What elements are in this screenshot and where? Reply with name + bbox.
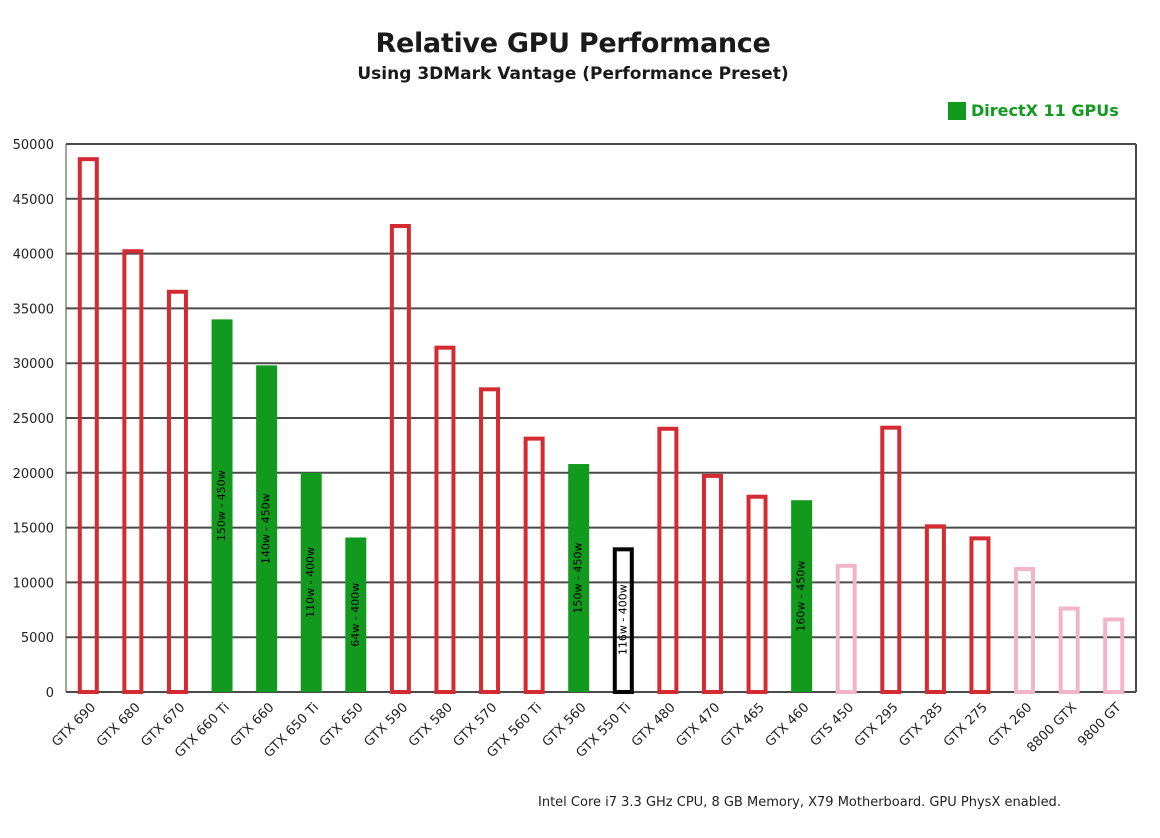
legend: DirectX 11 GPUs — [948, 101, 1119, 120]
bar — [746, 494, 768, 694]
x-tick-label: GTX 480 — [629, 700, 679, 750]
y-tick-label: 50000 — [13, 138, 54, 153]
bar-data-label: 160w - 450w — [795, 561, 808, 632]
x-tick-label: GTX 460 — [763, 700, 813, 750]
legend-swatch — [948, 101, 966, 120]
bar — [969, 536, 991, 694]
x-tick-label: GTX 470 — [674, 700, 724, 750]
y-tick-label: 0 — [46, 686, 54, 701]
x-tick-label: GTX 580 — [406, 700, 456, 750]
bar-data-label: 110w - 400w — [304, 547, 317, 618]
y-tick-label: 35000 — [13, 302, 54, 317]
x-tick-label: GTS 450 — [808, 700, 857, 749]
y-tick-label: 25000 — [13, 412, 54, 427]
footnote: Intel Core i7 3.3 GHz CPU, 8 GB Memory, … — [538, 795, 1061, 810]
bar — [211, 319, 233, 692]
bar — [1103, 617, 1125, 694]
x-tick-label: GTX 285 — [896, 700, 946, 750]
bar-data-label: 116w - 400w — [616, 584, 629, 655]
bar — [77, 157, 99, 695]
bar-data-label: 150w - 450w — [215, 470, 228, 541]
bar — [1014, 567, 1036, 695]
bar — [345, 537, 367, 692]
y-tick-label: 15000 — [13, 522, 54, 537]
x-tick-label: GTX 680 — [94, 700, 144, 750]
bar — [924, 524, 946, 695]
bar — [389, 224, 411, 694]
x-tick-label: GTX 690 — [49, 700, 99, 750]
x-tick-label: GTX 295 — [852, 700, 902, 750]
chart-title: Relative GPU Performance — [375, 28, 771, 59]
y-tick-label: 30000 — [13, 357, 54, 372]
y-tick-label: 45000 — [13, 193, 54, 208]
x-tick-label: GTX 465 — [718, 700, 768, 750]
y-tick-label: 20000 — [13, 467, 54, 482]
bar — [791, 500, 813, 692]
x-tick-label: 9800 GT — [1075, 700, 1124, 749]
bar — [122, 249, 144, 694]
bar-data-label: 64w - 400w — [349, 583, 362, 647]
bar — [479, 387, 501, 694]
bar-data-label: 150w - 450w — [572, 543, 585, 614]
x-tick-label: GTX 275 — [941, 700, 991, 750]
bar — [523, 436, 545, 694]
bar-data-label: 140w - 450w — [260, 493, 273, 564]
bar — [434, 345, 456, 694]
bar — [256, 365, 278, 692]
bar — [880, 425, 902, 694]
bar — [612, 547, 634, 694]
x-tick-label: GTX 590 — [361, 700, 411, 750]
bar — [657, 426, 679, 694]
bar — [166, 289, 188, 694]
chart-subtitle: Using 3DMark Vantage (Performance Preset… — [357, 64, 789, 84]
bar — [835, 563, 857, 695]
bar — [300, 472, 322, 692]
bar — [568, 464, 590, 692]
y-tick-label: 5000 — [21, 631, 54, 646]
bar — [1058, 606, 1080, 695]
x-tick-label: GTX 650 — [317, 700, 367, 750]
legend-label: DirectX 11 GPUs — [971, 101, 1119, 120]
bar — [701, 473, 723, 694]
y-tick-label: 10000 — [13, 576, 54, 591]
y-tick-label: 40000 — [13, 248, 54, 263]
